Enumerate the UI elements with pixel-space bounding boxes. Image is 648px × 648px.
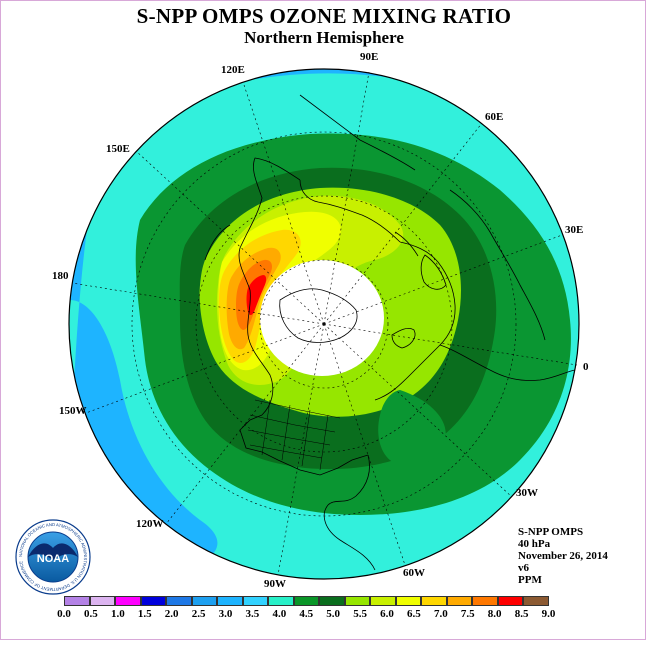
colorbar-tick-label: 8.5 — [514, 608, 529, 620]
info-instrument: S-NPP OMPS — [518, 526, 584, 538]
lon-label-60e: 60E — [485, 111, 503, 123]
graticule — [71, 71, 578, 576]
colorbar-tick-label: 4.0 — [272, 608, 287, 620]
colorbar-cell — [268, 596, 294, 606]
colorbar-tick-label: 4.5 — [299, 608, 314, 620]
colorbar-tick-label: 0.0 — [57, 608, 71, 620]
colorbar-cell — [395, 596, 421, 606]
colorbar-cell — [140, 596, 166, 606]
lon-label-150w: 150W — [59, 405, 87, 417]
colorbar-tick-label: 6.5 — [407, 608, 421, 620]
lon-label-180: 180 — [52, 270, 69, 282]
band-4.0-4.5-lobe — [378, 390, 446, 467]
colorbar-tick-labels: 0.0 0.5 1.0 1.5 2.0 2.5 3.0 3.5 4.0 4.5 5.0 5.5 6.0 6… — [0, 608, 648, 622]
colorbar-cell — [370, 596, 396, 606]
colorbar-cell — [166, 596, 192, 606]
colorbar-tick-label: 1.5 — [137, 608, 152, 620]
colorbar-tick-label: 9.0 — [541, 608, 556, 620]
info-units: PPM — [518, 574, 542, 586]
info-version: v6 — [518, 562, 529, 574]
colorbar-cell — [421, 596, 447, 606]
colorbar-cell — [191, 596, 217, 606]
colorbar-tick-label: 5.5 — [353, 608, 367, 620]
colorbar-cell — [497, 596, 523, 606]
lon-label-90e: 90E — [360, 51, 378, 63]
info-pressure-level: 40 hPa — [518, 538, 551, 550]
longitude-labels: 90E 60E 30E 0 30W 60W 90W 120W 150W 180 … — [52, 51, 589, 590]
colorbar-tick-label: 8.0 — [487, 608, 502, 620]
us-state-lines — [247, 399, 341, 471]
colorbar-cell — [344, 596, 370, 606]
noaa-logo: NOAA NATIONAL OCEANIC AND ATMOSPHERIC AD… — [15, 519, 91, 595]
colorbar-tick-label: 2.0 — [164, 608, 179, 620]
colorbar-cell — [115, 596, 141, 606]
colorbar-tick-label: 0.5 — [84, 608, 98, 620]
band-8.0-8.5 — [246, 275, 267, 315]
colorbar-cell — [319, 596, 345, 606]
colorbar-cell — [523, 596, 549, 606]
colorbar-cell — [64, 596, 90, 606]
colorbar-tick-label: 6.0 — [380, 608, 394, 620]
lon-label-150e: 150E — [106, 143, 130, 155]
lon-label-30e: 30E — [565, 224, 583, 236]
colorbar — [64, 596, 549, 606]
colorbar-tick-label: 2.5 — [191, 608, 206, 620]
lon-label-30w: 30W — [516, 487, 538, 499]
colorbar-tick-label: 7.5 — [460, 608, 475, 620]
page-title: S-NPP OMPS OZONE MIXING RATIO — [136, 4, 512, 28]
colorbar-cell — [293, 596, 319, 606]
logo-bird-shape — [28, 543, 78, 560]
colorbar-cell — [446, 596, 472, 606]
colorbar-cell — [472, 596, 498, 606]
info-date: November 26, 2014 — [518, 550, 608, 562]
info-panel: S-NPP OMPS 40 hPa November 26, 2014 v6 P… — [518, 526, 608, 586]
colorbar-cell — [217, 596, 243, 606]
lon-label-60w: 60W — [403, 567, 425, 579]
lon-label-0: 0 — [583, 361, 589, 373]
lon-label-120e: 120E — [221, 64, 245, 76]
lon-label-120w: 120W — [136, 518, 164, 530]
coastlines — [204, 94, 576, 571]
colorbar-tick-label: 3.0 — [218, 608, 233, 620]
colorbar-cell — [89, 596, 115, 606]
colorbar-tick-label: 7.0 — [433, 608, 448, 620]
lon-label-90w: 90W — [264, 578, 286, 590]
colorbar-cell — [242, 596, 268, 606]
colorbar-tick-label: 5.0 — [326, 608, 341, 620]
colorbar-tick-label: 1.0 — [110, 608, 125, 620]
page-subtitle: Northern Hemisphere — [244, 28, 404, 47]
map-boundary — [68, 68, 580, 580]
logo-text: NOAA — [37, 553, 69, 565]
colorbar-tick-label: 3.5 — [245, 608, 260, 620]
